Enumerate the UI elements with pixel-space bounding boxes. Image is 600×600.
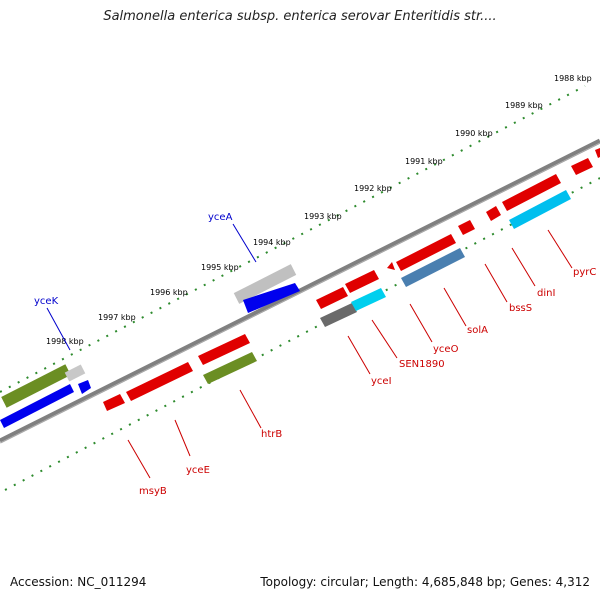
gene-feature[interactable] — [1, 364, 71, 408]
gene-feature[interactable] — [595, 148, 600, 158]
gene-label-pyrc[interactable]: pyrC — [573, 267, 596, 278]
bottom-gene-labels: pyrC dinI bssS solA yceO SEN1890 yceI ht… — [127, 229, 596, 497]
gene-label-ycei[interactable]: yceI — [371, 376, 392, 387]
kbp-label: 1996 kbp — [150, 288, 188, 297]
forward-strand-genes — [1, 264, 297, 408]
gene-label-ycee[interactable]: yceE — [186, 465, 210, 476]
gene-feature[interactable] — [126, 362, 193, 401]
gene-feature[interactable] — [486, 206, 501, 221]
gene-feature[interactable] — [401, 248, 465, 287]
gene-label-ycek[interactable]: yceK — [34, 296, 59, 307]
map-title: Salmonella enterica subsp. enterica sero… — [103, 9, 497, 24]
gene-label-msyb[interactable]: msyB — [139, 486, 167, 497]
gene-feature[interactable] — [351, 288, 386, 311]
accession-text: Accession: NC_011294 — [10, 575, 147, 589]
gene-label-yceo[interactable]: yceO — [433, 344, 459, 355]
reverse-strand-genes — [0, 148, 600, 428]
gene-feature[interactable] — [233, 264, 297, 304]
kbp-label: 1990 kbp — [455, 129, 493, 138]
gene-feature[interactable] — [458, 220, 475, 235]
gene-feature[interactable] — [198, 334, 250, 365]
gene-label-ycea[interactable]: yceA — [208, 212, 233, 223]
gene-feature[interactable] — [345, 270, 379, 293]
kbp-label: 1993 kbp — [304, 212, 342, 221]
gene-feature[interactable] — [243, 283, 300, 313]
gene-feature[interactable] — [320, 303, 357, 327]
kbp-label: 1992 kbp — [354, 184, 392, 193]
gene-feature[interactable] — [509, 190, 571, 229]
kbp-label: 1994 kbp — [253, 238, 291, 247]
gene-label-htrb[interactable]: htrB — [261, 429, 282, 440]
gene-feature[interactable] — [203, 352, 257, 384]
gene-feature[interactable] — [571, 158, 593, 175]
gene-feature[interactable] — [387, 262, 395, 270]
kbp-label: 1997 kbp — [98, 313, 136, 322]
gene-feature[interactable] — [0, 384, 74, 428]
gene-feature[interactable] — [103, 394, 125, 411]
kbp-label: 1988 kbp — [554, 74, 592, 83]
gene-feature[interactable] — [396, 234, 456, 271]
top-gene-labels: yceA yceK — [34, 212, 257, 351]
gene-feature[interactable] — [78, 380, 91, 394]
genome-backbone — [0, 138, 600, 444]
gene-label-sen1890[interactable]: SEN1890 — [399, 359, 445, 370]
inner-scale-track — [4, 177, 600, 491]
kbp-label: 1995 kbp — [201, 263, 239, 272]
gene-feature[interactable] — [502, 174, 561, 211]
outer-scale-track — [0, 85, 586, 393]
kbp-label: 1991 kbp — [405, 157, 443, 166]
kbp-label: 1989 kbp — [505, 101, 543, 110]
gene-label-bsss[interactable]: bssS — [509, 303, 532, 314]
genome-summary-text: Topology: circular; Length: 4,685,848 bp… — [260, 575, 590, 589]
gene-label-sola[interactable]: solA — [467, 325, 488, 336]
gene-feature[interactable] — [316, 287, 348, 309]
gene-feature[interactable] — [64, 364, 86, 382]
gene-label-dini[interactable]: dinI — [537, 288, 555, 299]
